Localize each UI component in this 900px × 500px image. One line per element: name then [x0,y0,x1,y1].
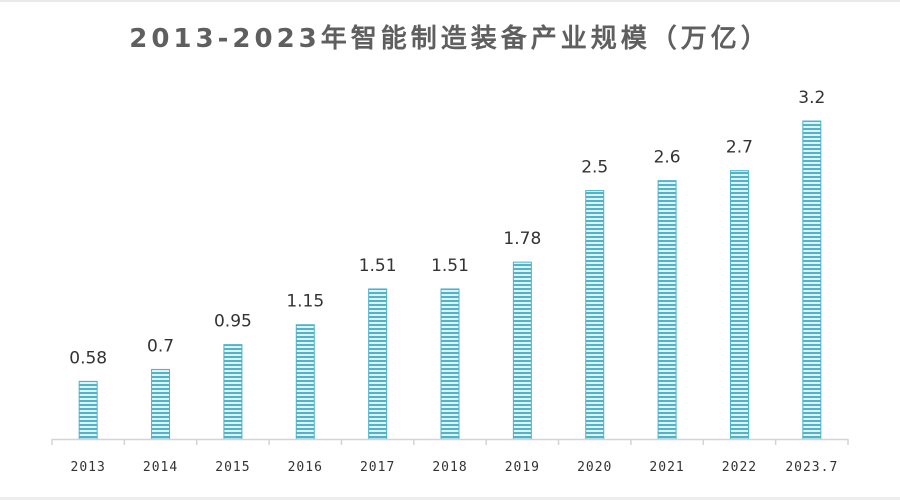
value-label-2022: 2.7 [726,138,753,158]
x-tick-labels-layer: 2013 2014 2015 2016 2017 2018 2019 2020 2021 2022… [71,460,838,475]
x-tick-label-2016: 2016 [288,460,323,475]
bar-2019 [512,261,532,440]
x-tick-label-2013: 2013 [71,460,106,475]
bar-2021 [657,180,677,440]
x-tick-label-2018: 2018 [432,460,467,475]
bar-2013 [78,380,98,440]
x-ticks-layer [51,439,849,445]
x-tick-label-2015: 2015 [215,460,250,475]
value-label-2019: 1.78 [503,229,541,249]
x-tick-label-2019: 2019 [505,460,540,475]
x-tick-label-2021: 2021 [649,460,684,475]
x-tick-label-2014: 2014 [143,460,178,475]
chart-title: 2013-2023年智能制造装备产业规模（万亿） [129,24,771,54]
value-label-2015: 0.95 [214,312,252,332]
x-tick-label-2023.7: 2023.7 [785,460,838,475]
bars-layer [78,120,822,440]
value-label-2018: 1.51 [431,256,469,276]
bar-2020 [585,190,605,440]
x-tick-label-2017: 2017 [360,460,395,475]
value-label-2014: 0.7 [147,336,174,356]
bar-2023.7 [802,120,822,440]
bar-2014 [151,368,171,440]
x-tick-label-2020: 2020 [577,460,612,475]
top-divider [0,0,900,2]
x-tick-label-2022: 2022 [722,460,757,475]
value-label-2023.7: 3.2 [798,88,825,108]
bar-2017 [368,288,388,440]
value-label-2016: 1.15 [286,292,324,312]
value-label-2017: 1.51 [359,256,397,276]
bar-2018 [440,288,460,440]
bar-2022 [729,170,749,440]
value-labels-layer: 0.58 0.7 0.95 1.15 1.51 1.51 1.78 2.5 2.6 2.7 3.2 [69,88,825,368]
bar-2015 [223,344,243,440]
bottom-divider [0,497,900,500]
value-label-2013: 0.58 [69,348,107,368]
value-label-2021: 2.6 [654,148,681,168]
bar-2016 [295,324,315,440]
value-label-2020: 2.5 [581,158,608,178]
